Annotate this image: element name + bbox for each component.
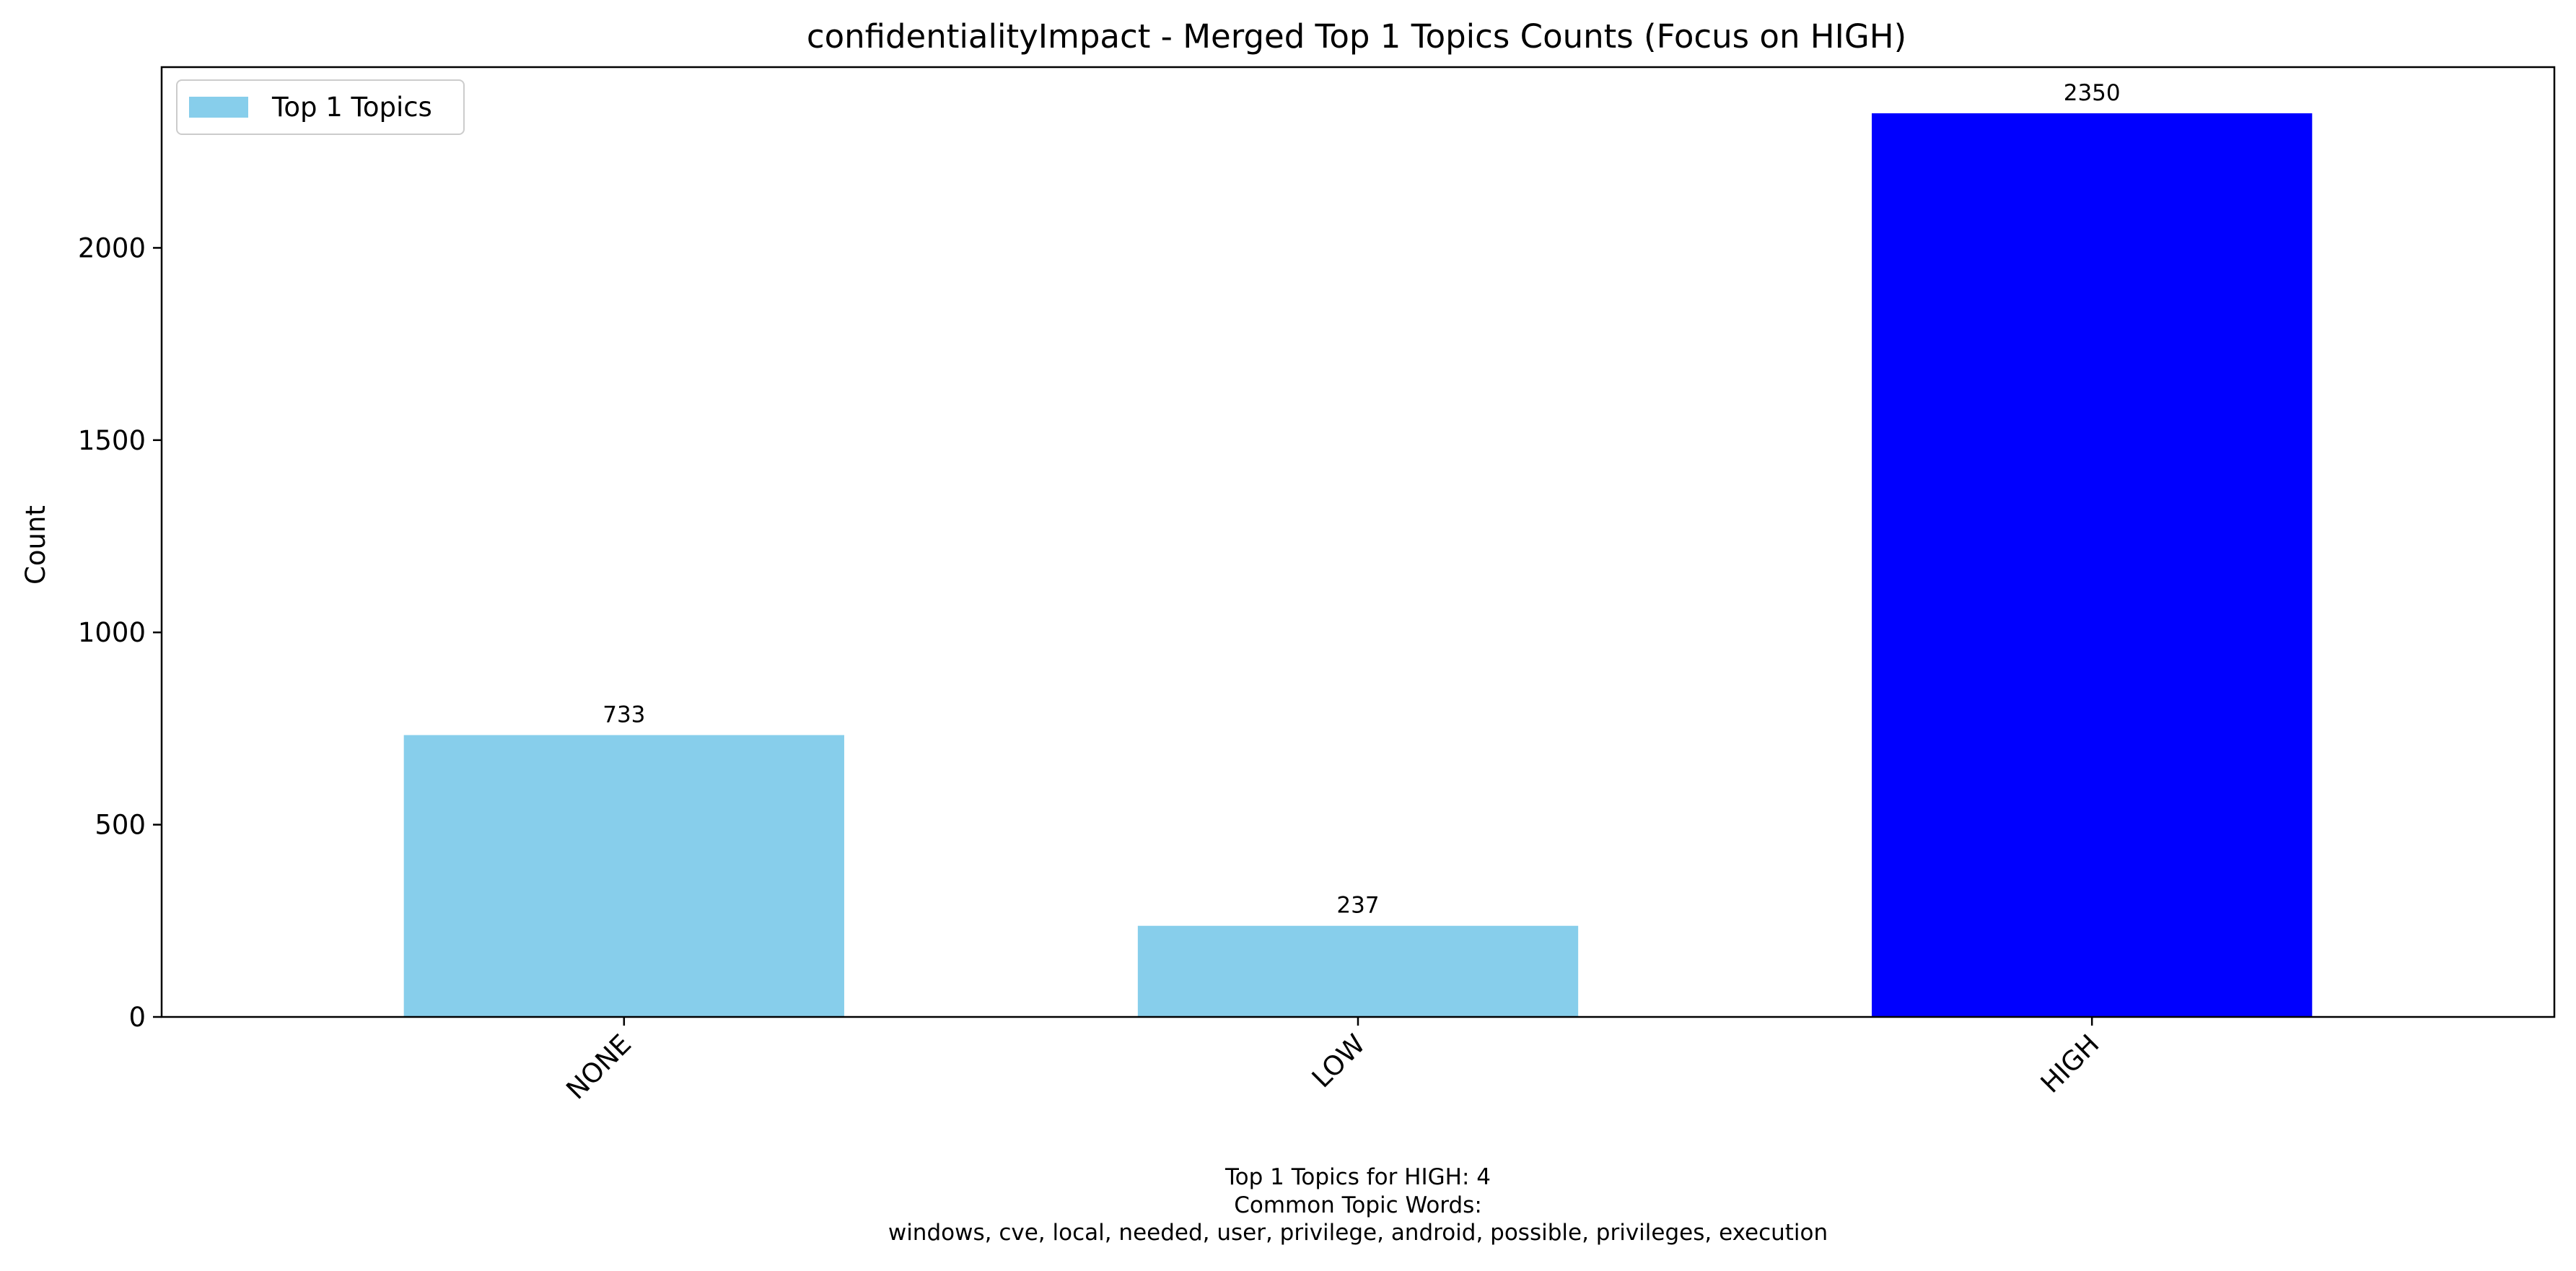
footer-line-2: Common Topic Words: xyxy=(1234,1192,1482,1218)
bar-none xyxy=(403,735,844,1017)
bars-layer xyxy=(403,113,2313,1018)
y-tick-label-2000: 2000 xyxy=(78,232,146,263)
chart-title: confidentialityImpact - Merged Top 1 Top… xyxy=(807,17,1906,56)
legend: Top 1 Topics xyxy=(176,79,465,135)
footer-line-1: Top 1 Topics for HIGH: 4 xyxy=(1225,1164,1491,1190)
y-tick-label-0: 0 xyxy=(128,1002,146,1033)
bar-high xyxy=(1872,113,2313,1018)
data-label-none: 733 xyxy=(603,702,645,728)
y-tick-label-1500: 1500 xyxy=(78,425,146,456)
footer-line-3: windows, cve, local, needed, user, privi… xyxy=(888,1220,1828,1246)
y-tick-label-1000: 1000 xyxy=(78,617,146,648)
y-tick-label-500: 500 xyxy=(95,810,146,841)
plot-frame xyxy=(160,66,2556,1018)
legend-entry-label: Top 1 Topics xyxy=(271,92,432,123)
legend-swatch xyxy=(189,97,248,118)
data-label-low: 237 xyxy=(1336,893,1379,919)
footer-text: Top 1 Topics for HIGH: 4 Common Topic Wo… xyxy=(888,1164,1828,1246)
y-axis-label: Count xyxy=(20,505,51,585)
bar-low xyxy=(1137,925,1579,1017)
data-label-high: 2350 xyxy=(2064,80,2121,106)
data-labels-layer: 733 237 2350 xyxy=(603,80,2120,919)
legend-box xyxy=(176,79,465,135)
